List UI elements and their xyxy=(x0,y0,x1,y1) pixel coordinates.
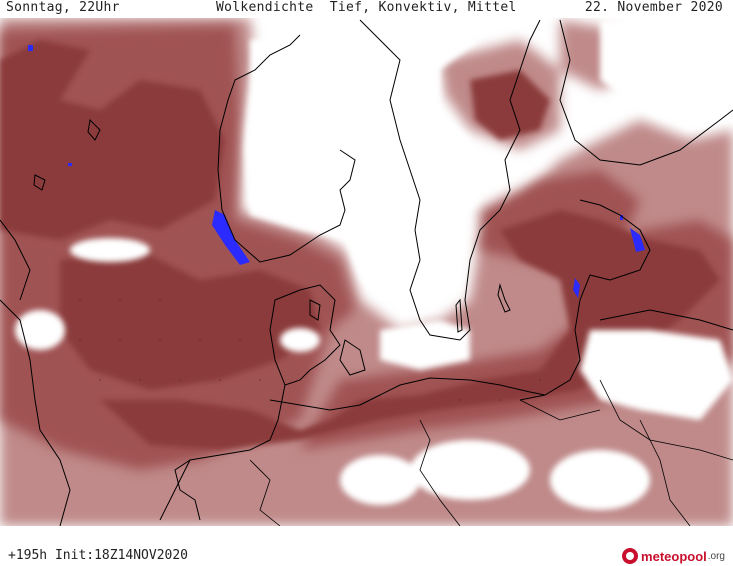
forecast-day-time: Sonntag, 22Uhr xyxy=(6,0,120,15)
meteopool-logo[interactable]: meteopool .org xyxy=(622,546,725,566)
brand-name: meteopool xyxy=(641,548,707,564)
map-title: Wolkendichte Tief, Konvektiv, Mittel xyxy=(216,0,517,15)
coastlines xyxy=(0,19,733,526)
map-canvas xyxy=(0,18,733,526)
cloud-dense-layer xyxy=(0,40,720,450)
meteopool-logo-icon xyxy=(622,548,639,564)
model-run-info: +195h Init:18Z14NOV2020 xyxy=(8,548,189,563)
forecast-date: 22. November 2020 xyxy=(584,0,723,15)
cloud-free-areas xyxy=(15,20,733,510)
grid-points xyxy=(79,299,541,401)
precip-spots xyxy=(28,45,645,298)
brand-tld: .org xyxy=(707,550,725,562)
cloud-density-map xyxy=(0,18,733,526)
header-bar: Sonntag, 22Uhr Wolkendichte Tief, Konvek… xyxy=(0,0,733,18)
footer-bar: +195h Init:18Z14NOV2020 meteopool .org xyxy=(0,526,733,566)
